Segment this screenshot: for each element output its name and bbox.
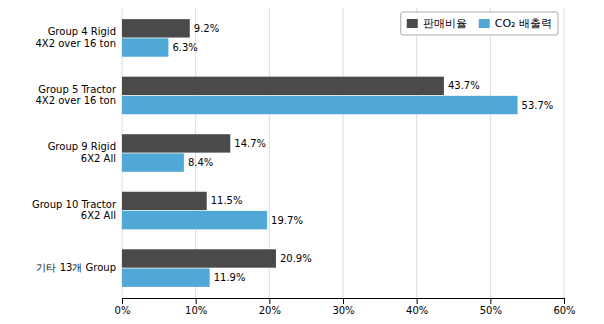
y-axis: Group 4 Rigid4X2 over 16 tonGroup 5 Trac…	[32, 26, 117, 273]
data-label: 20.9%	[280, 253, 312, 264]
chart: 9.2% 43.7% 14.7% 11.5% 20.9% 6.3% 53.7% 8.4% 19.…	[0, 0, 604, 324]
legend-label: CO₂ 배출력	[495, 17, 552, 30]
tick: 30%	[332, 298, 354, 316]
tick: Group 10 Tractor6X2 All	[32, 199, 117, 222]
bar	[122, 153, 184, 171]
tick-label: 50%	[480, 305, 502, 316]
data-label: 11.5%	[211, 195, 243, 206]
data-label: 6.3%	[172, 42, 197, 53]
plot: 9.2% 43.7% 14.7% 11.5% 20.9% 6.3% 53.7% 8.4% 19.…	[32, 8, 576, 316]
tick-label-line: Group 4 Rigid	[48, 26, 116, 37]
bar	[122, 249, 276, 267]
grid-line	[564, 8, 565, 298]
tick-label-line: 4X2 over 16 ton	[35, 38, 116, 49]
tick: 40%	[406, 298, 428, 316]
bar	[122, 134, 230, 152]
bar	[122, 96, 518, 114]
bar	[122, 19, 190, 37]
tick-label-line: Group 5 Tractor	[38, 84, 117, 95]
tick: 60%	[553, 298, 575, 316]
tick-label-line: Group 10 Tractor	[32, 199, 117, 210]
bars	[122, 19, 518, 287]
tick-label: 30%	[332, 305, 354, 316]
tick-mark	[196, 298, 197, 304]
grid	[122, 8, 564, 298]
data-label: 43.7%	[448, 80, 480, 91]
bar	[122, 211, 267, 229]
bar	[122, 38, 168, 56]
tick-label-line: Group 9 Rigid	[48, 141, 116, 152]
bar	[122, 192, 207, 210]
bar	[122, 268, 210, 286]
tick-label: 0%	[115, 305, 131, 316]
tick-label-line: 6X2 All	[81, 153, 116, 164]
data-label: 8.4%	[188, 157, 213, 168]
tick-mark	[564, 298, 565, 304]
legend-swatch	[407, 19, 418, 28]
tick-mark	[417, 298, 418, 304]
grid-line	[343, 8, 344, 298]
grid-line	[416, 8, 417, 298]
tick-label: Group 4 Rigid4X2 over 16 ton	[35, 26, 116, 49]
tick: 50%	[480, 298, 502, 316]
tick: 10%	[185, 298, 207, 316]
tick-label: 기타 13개 Group	[36, 262, 116, 273]
tick-mark	[269, 298, 270, 304]
tick-label: Group 5 Tractor4X2 over 16 ton	[35, 84, 116, 107]
tick-label: Group 10 Tractor6X2 All	[32, 199, 117, 222]
tick-label-line: 기타 13개 Group	[36, 262, 116, 273]
legend-box	[401, 12, 558, 35]
data-label: 53.7%	[522, 100, 554, 111]
legend-label: 판매비율	[423, 17, 467, 30]
tick-label: Group 9 Rigid6X2 All	[48, 141, 116, 164]
tick: 기타 13개 Group	[36, 262, 116, 273]
tick: Group 9 Rigid6X2 All	[48, 141, 116, 164]
data-label: 14.7%	[234, 138, 266, 149]
tick-label: 10%	[185, 305, 207, 316]
x-axis: 0% 10% 20% 30% 40% 50% 60%	[115, 298, 576, 316]
tick-mark	[343, 298, 344, 304]
data-labels: 9.2% 43.7% 14.7% 11.5% 20.9% 6.3% 53.7% 8.4% 19.…	[172, 23, 553, 283]
data-label: 19.7%	[271, 215, 303, 226]
tick-label-line: 4X2 over 16 ton	[35, 95, 116, 106]
legend-item: CO₂ 배출력	[479, 17, 552, 30]
grid-line	[490, 8, 491, 298]
data-label: 11.9%	[214, 272, 246, 283]
tick-label: 40%	[406, 305, 428, 316]
legend-item: 판매비율	[407, 17, 467, 30]
legend-swatch	[479, 19, 490, 28]
bar	[122, 77, 444, 95]
tick-mark	[122, 298, 123, 304]
data-label: 9.2%	[194, 23, 219, 34]
tick-label: 60%	[553, 305, 575, 316]
tick-mark	[490, 298, 491, 304]
tick: 0%	[115, 298, 131, 316]
tick: Group 5 Tractor4X2 over 16 ton	[35, 84, 116, 107]
legend: 판매비율 CO₂ 배출력	[401, 12, 558, 35]
tick-label: 20%	[259, 305, 281, 316]
tick: Group 4 Rigid4X2 over 16 ton	[35, 26, 116, 49]
tick-label-line: 6X2 All	[81, 210, 116, 221]
tick: 20%	[259, 298, 281, 316]
